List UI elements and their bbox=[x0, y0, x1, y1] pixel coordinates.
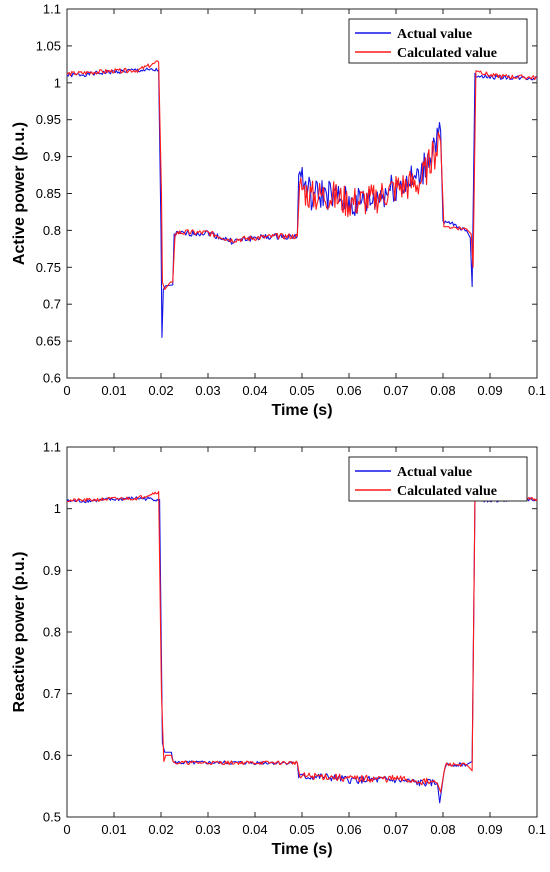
legend: Actual value Calculated value bbox=[348, 18, 528, 64]
legend-box bbox=[348, 456, 528, 502]
x-tick-label: 0.1 bbox=[528, 383, 546, 398]
x-tick-label: 0.01 bbox=[101, 383, 126, 398]
x-tick-label: 0.02 bbox=[148, 383, 173, 398]
y-tick-label: 0.7 bbox=[43, 686, 61, 701]
x-axis-label: Time (s) bbox=[271, 841, 332, 858]
x-tick-label: 0.06 bbox=[336, 822, 361, 837]
x-tick-label: 0 bbox=[63, 822, 70, 837]
legend-label-calculated: Calculated value bbox=[397, 46, 497, 61]
y-tick-label: 1.1 bbox=[43, 2, 61, 17]
y-tick-label: 0.8 bbox=[43, 223, 61, 238]
y-tick-label: 1 bbox=[54, 75, 61, 90]
x-tick-label: 0.05 bbox=[289, 822, 314, 837]
y-tick-label: 1.05 bbox=[36, 38, 61, 53]
x-tick-label: 0.09 bbox=[477, 822, 502, 837]
x-tick-label: 0.01 bbox=[101, 822, 126, 837]
x-tick-label: 0.09 bbox=[477, 383, 502, 398]
x-tick-label: 0.03 bbox=[195, 383, 220, 398]
y-axis-label: Active power (p.u.) bbox=[11, 122, 28, 265]
x-tick-label: 0.08 bbox=[430, 383, 455, 398]
x-tick-label: 0.1 bbox=[528, 822, 546, 837]
x-tick-label: 0.05 bbox=[289, 383, 314, 398]
x-tick-label: 0.03 bbox=[195, 822, 220, 837]
x-tick-label: 0 bbox=[63, 383, 70, 398]
y-tick-label: 0.6 bbox=[43, 371, 61, 386]
chart-2: 0 0.01 0.02 0.03 0.04 0.05 0.06 0.07 0.08 0.09 0.1… bbox=[11, 440, 546, 859]
plot-area bbox=[66, 8, 538, 379]
x-tick-label: 0.04 bbox=[242, 822, 267, 837]
series-line-actual bbox=[66, 67, 538, 338]
y-tick-label: 0.95 bbox=[36, 112, 61, 127]
y-tick-label: 0.9 bbox=[43, 149, 61, 164]
y-tick-label: 0.75 bbox=[36, 260, 61, 275]
series-line-actual bbox=[66, 496, 538, 804]
legend-label-calculated: Calculated value bbox=[397, 484, 497, 499]
series-line-calculated bbox=[66, 60, 538, 290]
y-axis-label: Reactive power (p.u.) bbox=[11, 552, 28, 713]
y-tick-label: 0.85 bbox=[36, 186, 61, 201]
plot-area bbox=[66, 446, 538, 818]
x-tick-label: 0.07 bbox=[383, 383, 408, 398]
y-tick-label: 1 bbox=[54, 501, 61, 516]
y-tick-label: 0.6 bbox=[43, 748, 61, 763]
y-tick-label: 1.1 bbox=[43, 440, 61, 455]
legend-label-actual: Actual value bbox=[397, 465, 472, 480]
x-tick-label: 0.04 bbox=[242, 383, 267, 398]
legend-box bbox=[348, 18, 528, 64]
y-tick-label: 0.9 bbox=[43, 563, 61, 578]
legend: Actual value Calculated value bbox=[348, 456, 528, 502]
x-tick-label: 0.06 bbox=[336, 383, 361, 398]
y-tick-label: 0.5 bbox=[43, 810, 61, 825]
y-tick-label: 0.8 bbox=[43, 625, 61, 640]
y-tick-label: 0.65 bbox=[36, 334, 61, 349]
x-tick-label: 0.02 bbox=[148, 822, 173, 837]
y-tick-label: 0.7 bbox=[43, 297, 61, 312]
series-line-calculated bbox=[66, 488, 538, 793]
legend-label-actual: Actual value bbox=[397, 27, 472, 42]
chart-1: 0 0.01 0.02 0.03 0.04 0.05 0.06 0.07 0.08 0.09 0.1… bbox=[11, 2, 546, 420]
x-tick-label: 0.07 bbox=[383, 822, 408, 837]
x-axis-label: Time (s) bbox=[271, 402, 332, 419]
x-tick-label: 0.08 bbox=[430, 822, 455, 837]
